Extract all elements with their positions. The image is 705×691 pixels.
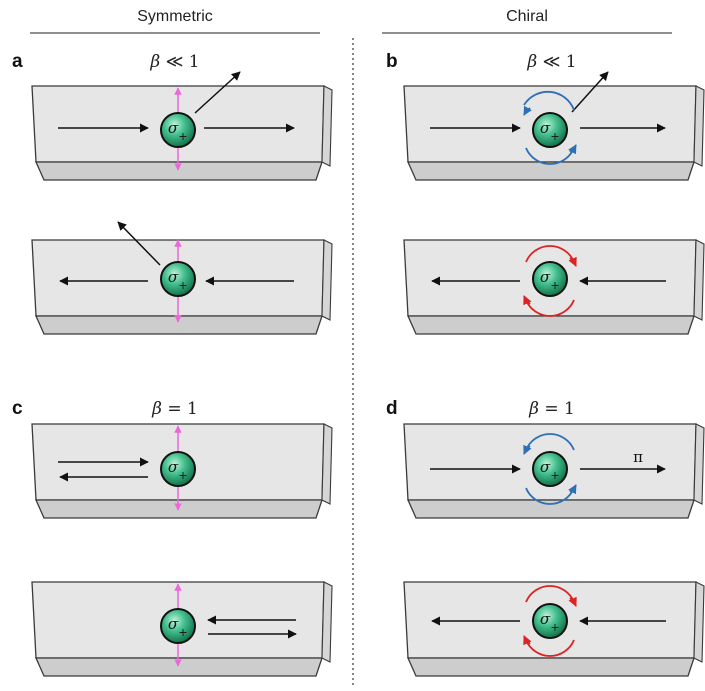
svg-text:σ: σ (540, 458, 551, 476)
svg-text:σ: σ (168, 119, 179, 137)
circulation-arrow-blue (525, 433, 575, 451)
panel-label-a: a (12, 51, 23, 72)
emission-out-arrow (117, 221, 161, 266)
circulation-arrowhead-red (568, 596, 577, 607)
emitter-atom: σ + (532, 261, 568, 297)
emitter-atom: σ + (160, 261, 196, 297)
circulation-arrowhead-red (523, 295, 532, 306)
emitter-atom: σ + (160, 608, 196, 644)
circulation-arrowhead-blue (523, 105, 532, 116)
svg-text:+: + (550, 279, 559, 292)
panel-c: c β = 1 σ + σ + (12, 398, 333, 677)
circulation-arrowhead-blue (568, 144, 577, 155)
emitter-atom: σ + (160, 112, 196, 148)
circulation-arrowhead-blue (523, 444, 532, 455)
circulation-arrowhead-blue (568, 484, 577, 495)
beta-label-d: β = 1 (528, 399, 575, 419)
svg-text:σ: σ (168, 268, 179, 286)
panel-label-b: b (386, 51, 398, 72)
column-title-symmetric: Symmetric (137, 8, 213, 25)
svg-text:+: + (178, 279, 187, 292)
svg-text:σ: σ (540, 268, 551, 286)
circulation-arrow-blue (523, 90, 575, 111)
emission-out-arrow (571, 71, 609, 113)
svg-text:+: + (550, 621, 559, 634)
panel-d: d β = 1 π σ + σ + (386, 398, 705, 677)
emitter-atom: σ + (532, 451, 568, 487)
svg-text:+: + (178, 469, 187, 482)
emitter-atom: σ + (532, 603, 568, 639)
emission-out-arrow (194, 71, 241, 114)
svg-text:+: + (550, 130, 559, 143)
svg-text:+: + (178, 626, 187, 639)
panel-a: a β ≪ 1 σ + σ + (12, 51, 333, 335)
circulation-arrow-red (525, 585, 575, 603)
circulation-arrowhead-red (568, 256, 577, 267)
panel-label-c: c (12, 398, 23, 419)
svg-text:σ: σ (540, 119, 551, 137)
emitter-atom: σ + (532, 112, 568, 148)
circulation-arrow-blue (525, 487, 575, 505)
beta-label-c: β = 1 (151, 399, 198, 419)
beta-label-a: β ≪ 1 (149, 52, 199, 72)
circulation-arrow-red (525, 245, 575, 263)
panel-label-d: d (386, 398, 398, 419)
circulation-arrow-red (525, 639, 575, 657)
circulation-arrow-blue (525, 147, 575, 165)
svg-text:+: + (550, 469, 559, 482)
svg-text:+: + (178, 130, 187, 143)
svg-text:σ: σ (168, 615, 179, 633)
beta-label-b: β ≪ 1 (526, 52, 576, 72)
circulation-arrowhead-red (523, 635, 532, 646)
panel-b: b β ≪ 1 σ + σ + (386, 51, 705, 335)
svg-text:σ: σ (168, 458, 179, 476)
svg-text:σ: σ (540, 610, 551, 628)
column-title-chiral: Chiral (506, 8, 548, 25)
circulation-arrow-red (525, 299, 575, 317)
emitter-atom: σ + (160, 451, 196, 487)
phase-label: π (633, 448, 643, 466)
